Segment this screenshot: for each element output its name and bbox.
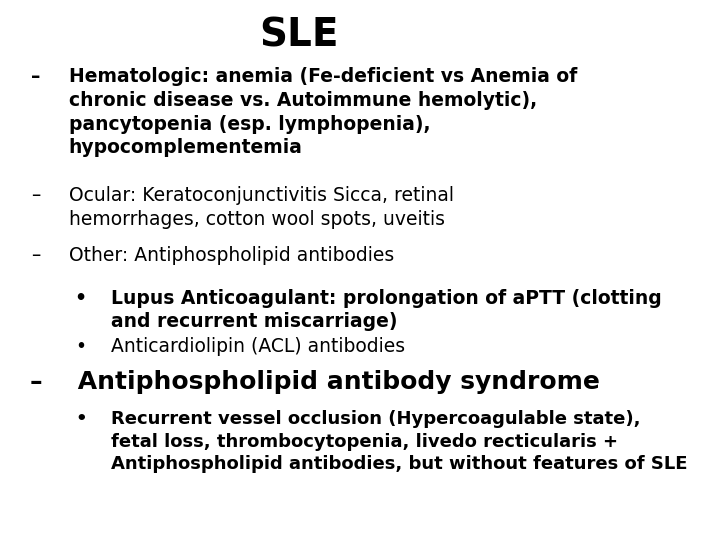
Text: SLE: SLE [259,16,339,54]
Text: Antiphospholipid antibody syndrome: Antiphospholipid antibody syndrome [69,370,600,394]
Text: Hematologic: anemia (Fe-deficient vs Anemia of
chronic disease vs. Autoimmune he: Hematologic: anemia (Fe-deficient vs Ane… [69,68,577,157]
Text: •: • [75,338,86,356]
Text: •: • [75,410,86,428]
Text: Lupus Anticoagulant: prolongation of aPTT (clotting
and recurrent miscarriage): Lupus Anticoagulant: prolongation of aPT… [111,289,662,332]
Text: Anticardiolipin (ACL) antibodies: Anticardiolipin (ACL) antibodies [111,338,405,356]
Text: Other: Antiphospholipid antibodies: Other: Antiphospholipid antibodies [69,246,394,265]
Text: Ocular: Keratoconjunctivitis Sicca, retinal
hemorrhages, cotton wool spots, uvei: Ocular: Keratoconjunctivitis Sicca, reti… [69,186,454,229]
Text: Recurrent vessel occlusion (Hypercoagulable state),
fetal loss, thrombocytopenia: Recurrent vessel occlusion (Hypercoagula… [111,410,687,473]
Text: –: – [31,186,40,205]
Text: –: – [31,246,40,265]
Text: •: • [75,289,87,308]
Text: –: – [30,370,42,394]
Text: –: – [31,68,40,86]
